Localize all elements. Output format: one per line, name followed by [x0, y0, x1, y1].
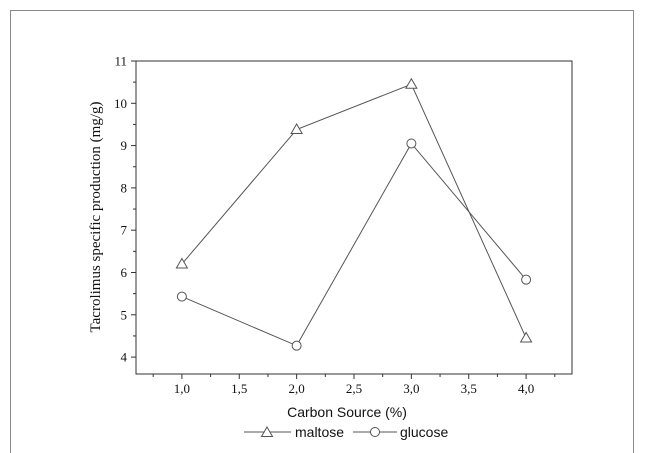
y-tick-label: 4: [121, 350, 128, 365]
x-tick-label: 2,0: [289, 381, 305, 396]
figure-frame: [10, 10, 634, 453]
point-glucose: [176, 291, 187, 302]
legend-marker-glucose: [370, 427, 380, 437]
series-line-glucose: [181, 142, 527, 347]
y-tick-label: 8: [121, 180, 128, 195]
legend: maltose glucose: [244, 424, 448, 440]
point-maltose: [175, 257, 189, 269]
x-tick-label: 2,5: [346, 381, 362, 396]
y-tick-label: 11: [114, 54, 127, 69]
legend-marker-maltose: [260, 426, 274, 437]
point-maltose: [405, 77, 418, 89]
y-tick-label: 9: [121, 138, 128, 153]
plot-area: [135, 60, 573, 375]
y-ticks: 4 5 6 7 8 9 10 11: [114, 54, 136, 365]
series-lines: [181, 83, 527, 347]
point-maltose: [519, 331, 533, 343]
x-tick-label: 1,0: [174, 381, 190, 396]
y-tick-label: 6: [121, 265, 128, 280]
legend-label-maltose: maltose: [295, 424, 344, 440]
point-maltose: [290, 123, 303, 135]
x-tick-label: 1,5: [231, 381, 247, 396]
x-tick-label: 4,0: [518, 381, 534, 396]
x-ticks: 1,0 1,5 2,0 2,5 3,0 3,5 4,0: [152, 374, 556, 396]
x-tick-label: 3,0: [403, 381, 419, 396]
series-line-maltose: [181, 83, 527, 339]
x-axis-label: Carbon Source (%): [287, 404, 407, 420]
x-tick-label: 3,5: [461, 381, 477, 396]
y-axis-label: Tacrolimus specific production (mg/g): [88, 102, 104, 333]
point-glucose: [406, 138, 417, 149]
y-tick-label: 10: [114, 96, 127, 111]
point-glucose: [521, 274, 532, 285]
point-glucose: [291, 340, 302, 351]
y-tick-label: 5: [121, 307, 128, 322]
legend-label-glucose: glucose: [400, 424, 448, 440]
markers: [175, 77, 533, 351]
y-tick-label: 7: [121, 223, 128, 238]
